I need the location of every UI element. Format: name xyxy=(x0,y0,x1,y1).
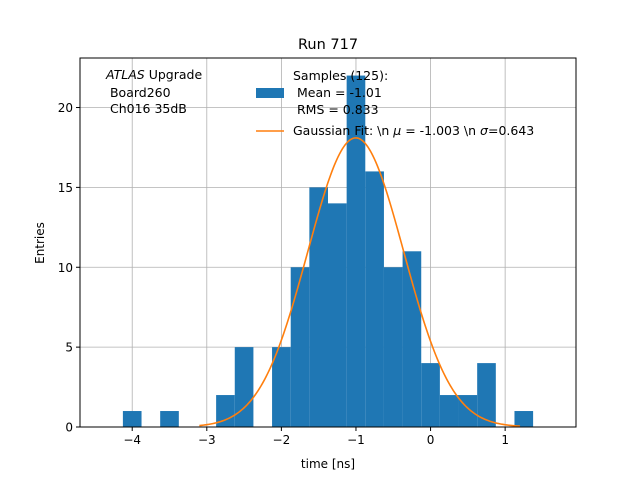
x-axis-ticks: −4 −3 −2 −1 0 1 xyxy=(123,427,509,447)
gaussian-fit-curve xyxy=(199,137,521,427)
histogram-bar-8 xyxy=(272,347,291,427)
histogram-bar-11 xyxy=(328,203,347,427)
x-tick-label-4: 0 xyxy=(427,433,435,447)
histogram-bar-5 xyxy=(216,395,235,427)
y-tick-label-4: 20 xyxy=(58,101,73,115)
y-tick-label-0: 0 xyxy=(65,421,73,435)
y-tick-label-1: 5 xyxy=(65,341,73,355)
histogram-bar-21 xyxy=(514,411,534,427)
legend-fit-mu-value: = -1.003 \n xyxy=(401,123,480,138)
atlas-upgrade-text: Upgrade xyxy=(145,67,203,82)
histogram-bar-9 xyxy=(290,267,310,427)
legend-fit-sigma-value: =0.643 xyxy=(488,123,534,138)
x-axis-label: time [ns] xyxy=(301,457,355,471)
y-tick-label-2: 10 xyxy=(58,261,73,275)
histogram-bar-15 xyxy=(402,251,422,427)
atlas-annotation-line1: ATLAS Upgrade xyxy=(105,67,202,82)
plot-frame xyxy=(79,57,577,428)
histogram-bar-12 xyxy=(346,75,366,428)
atlas-annotation-line3: Ch016 35dB xyxy=(106,101,187,116)
histogram-bar-19 xyxy=(477,363,496,427)
atlas-italic: ATLAS xyxy=(105,67,145,82)
histogram-bar-6 xyxy=(234,347,254,427)
histogram-bar-13 xyxy=(365,171,384,427)
histogram-bar-0 xyxy=(122,411,142,427)
histogram-bar-16 xyxy=(421,363,440,427)
y-axis-ticks: 0 5 10 15 20 xyxy=(58,101,80,435)
histogram-bar-17 xyxy=(439,395,459,427)
chart-title: Run 717 xyxy=(298,37,358,53)
histogram-bar-14 xyxy=(383,267,403,427)
legend-histogram-line3: RMS = 0.833 xyxy=(293,102,379,117)
x-tick-label-0: −4 xyxy=(123,433,141,447)
y-axis-label: Entries xyxy=(33,222,47,264)
atlas-annotation: ATLAS Upgrade Board260 Ch016 35dB xyxy=(105,67,202,116)
legend-fit-prefix: Gaussian Fit: \n xyxy=(293,123,393,138)
x-tick-label-5: 1 xyxy=(501,433,509,447)
legend-fit-label: Gaussian Fit: \n μ = -1.003 \n σ=0.643 xyxy=(293,123,534,138)
legend-histogram-line2: Mean = -1.01 xyxy=(293,85,382,100)
atlas-annotation-line2: Board260 xyxy=(106,85,171,100)
legend-fit-mu-symbol: μ xyxy=(392,123,401,138)
histogram-bar-18 xyxy=(458,395,478,427)
histogram-bar-10 xyxy=(309,187,328,427)
legend-histogram-swatch xyxy=(256,88,284,98)
legend: Samples (125): Mean = -1.01 RMS = 0.833 … xyxy=(256,68,534,138)
x-tick-label-3: −1 xyxy=(347,433,365,447)
histogram-bar-2 xyxy=(160,411,179,427)
x-tick-label-1: −3 xyxy=(198,433,216,447)
y-tick-label-3: 15 xyxy=(58,181,73,195)
legend-fit-sigma-symbol: σ xyxy=(480,123,489,138)
legend-histogram-line1: Samples (125): xyxy=(293,68,388,83)
x-tick-label-2: −2 xyxy=(273,433,291,447)
